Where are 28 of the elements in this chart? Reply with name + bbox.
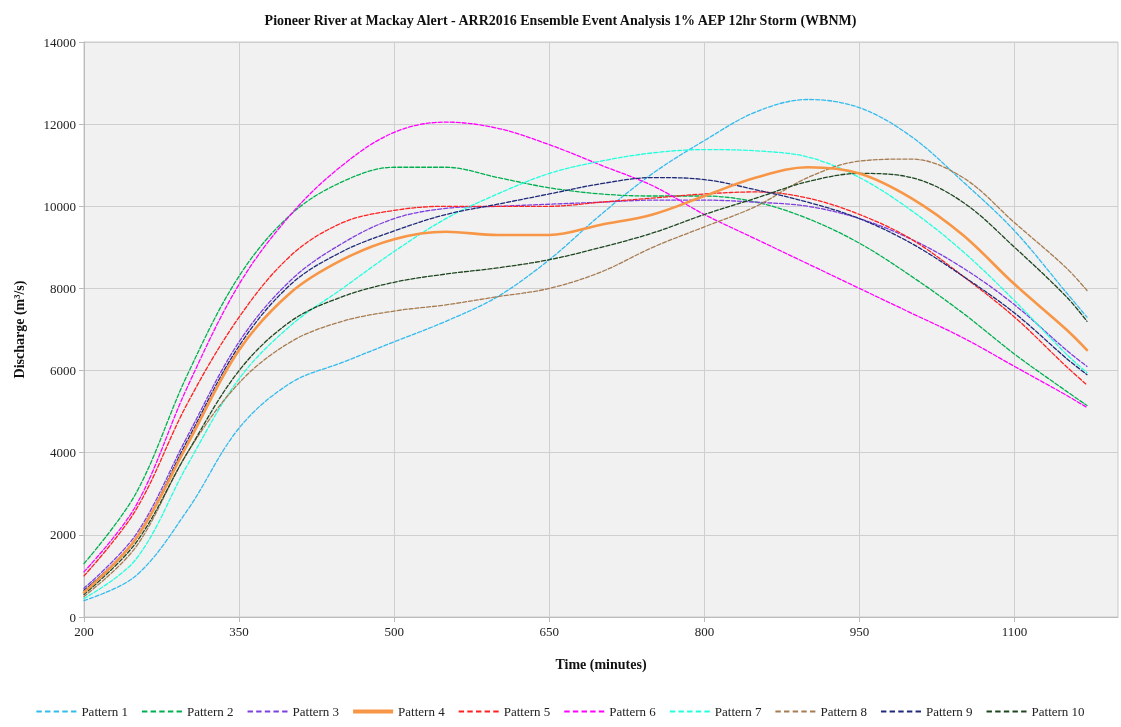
- x-axis-title: Time (minutes): [555, 656, 647, 673]
- y-tick-label: 2000: [50, 527, 76, 543]
- legend-label: Pattern 3: [292, 704, 340, 719]
- legend-label: Pattern 4: [398, 704, 446, 719]
- y-tick-label: 6000: [50, 363, 76, 379]
- chart-title: Pioneer River at Mackay Alert - ARR2016 Ensemble Event Analysis 1% AEP 12hr Storm (WBNM): [264, 12, 857, 29]
- x-tick-label: 500: [384, 624, 404, 639]
- legend-label: Pattern 8: [820, 704, 867, 719]
- legend-label: Pattern 7: [714, 704, 762, 719]
- y-tick-label: 4000: [50, 445, 76, 461]
- x-tick-label: 650: [539, 624, 560, 639]
- legend-label: Pattern 9: [925, 704, 973, 719]
- x-tick-label: 950: [849, 624, 870, 639]
- y-tick-label: 0: [69, 609, 76, 625]
- y-tick-label: 8000: [50, 280, 76, 296]
- x-tick-label: 1100: [1001, 624, 1028, 639]
- x-tick-label: 350: [229, 624, 249, 639]
- y-axis-title: Discharge (m³/s): [11, 280, 28, 379]
- y-tick-label: 10000: [43, 198, 76, 214]
- legend-label: Pattern 6: [609, 704, 657, 719]
- x-tick-label: 800: [694, 624, 715, 639]
- y-tick-label: 14000: [43, 34, 76, 50]
- y-tick-label: 12000: [43, 116, 76, 132]
- legend-label: Pattern 1: [81, 704, 128, 719]
- legend-label: Pattern 2: [186, 704, 234, 719]
- legend-label: Pattern 5: [503, 704, 551, 719]
- legend-label: Pattern 10: [1031, 704, 1085, 719]
- x-tick-label: 200: [74, 624, 94, 639]
